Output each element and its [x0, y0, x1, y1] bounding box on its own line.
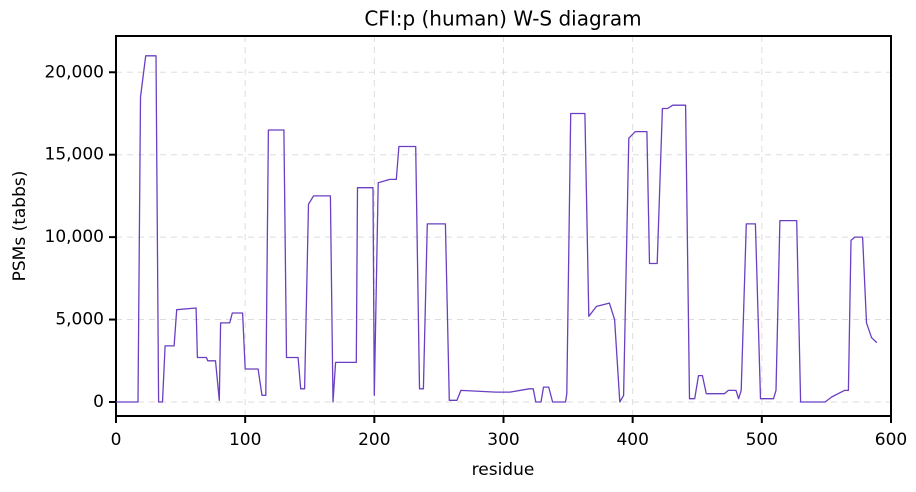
y-axis-label: PSMs (tabbs): [10, 171, 30, 282]
x-tick-label: 500: [746, 430, 778, 450]
x-tick-label: 0: [111, 430, 122, 450]
x-tick-label: 300: [487, 430, 519, 450]
x-tick-label: 200: [358, 430, 390, 450]
plot-frame: [115, 35, 892, 417]
data-line: [116, 55, 878, 403]
chart-title: CFI:p (human) W-S diagram: [364, 7, 641, 31]
y-tick-label: 15,000: [45, 145, 104, 165]
x-tick-label: 600: [875, 430, 907, 450]
y-tick-label: 10,000: [45, 227, 104, 247]
y-tick-label: 5,000: [55, 310, 104, 330]
y-tick-label: 0: [93, 392, 104, 412]
y-tick-label: 20,000: [45, 62, 104, 82]
x-tick-label: 100: [229, 430, 261, 450]
x-axis-label: residue: [472, 460, 535, 480]
x-tick-label: 400: [616, 430, 648, 450]
